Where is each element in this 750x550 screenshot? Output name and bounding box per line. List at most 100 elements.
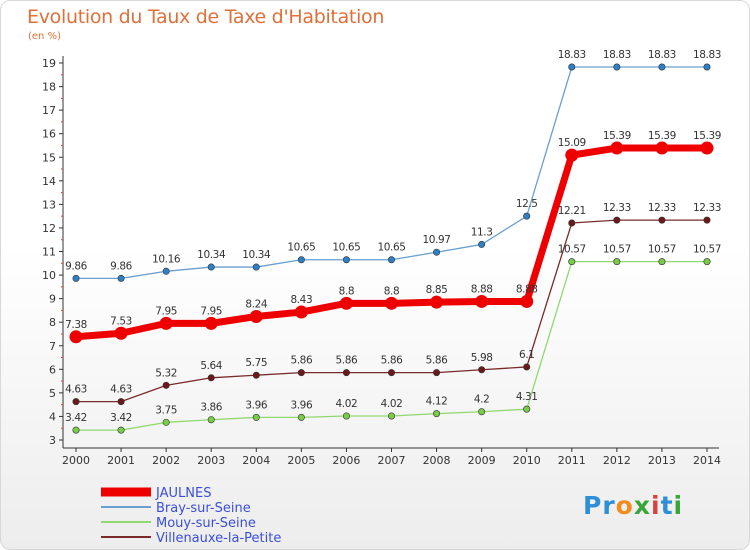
logo-letter: i	[651, 491, 661, 520]
data-label: 5.98	[471, 352, 493, 364]
x-tick-label: 2004	[242, 454, 270, 467]
data-label: 10.57	[648, 244, 676, 256]
data-label: 8.8	[384, 285, 400, 297]
data-point	[568, 219, 576, 227]
data-point	[700, 141, 714, 155]
data-label: 12.21	[558, 205, 586, 217]
data-label: 18.83	[603, 49, 631, 61]
data-point	[252, 371, 260, 379]
x-tick-label: 2013	[648, 454, 676, 467]
data-label: 15.09	[558, 137, 586, 149]
data-label: 6.1	[519, 349, 535, 361]
data-point	[610, 141, 624, 155]
data-point	[478, 408, 486, 416]
data-point	[297, 256, 305, 264]
data-label: 5.64	[200, 360, 222, 372]
chart-title: Evolution du Taux de Taxe d'Habitation	[27, 6, 385, 28]
legend-label: Villenauxe-la-Petite	[156, 531, 281, 546]
x-tick-label: 2005	[287, 454, 315, 467]
data-label: 10.57	[603, 244, 631, 256]
data-label: 10.65	[287, 242, 315, 254]
data-label: 18.83	[558, 49, 586, 61]
data-point	[342, 369, 350, 377]
data-point	[433, 369, 441, 377]
data-label: 10.57	[558, 244, 586, 256]
data-point	[117, 398, 125, 406]
data-point	[162, 267, 170, 275]
legend-label: JAULNES	[155, 486, 211, 501]
data-point	[207, 374, 215, 382]
x-tick-label: 2006	[332, 454, 360, 467]
logo-letter: P	[583, 491, 603, 520]
data-label: 7.38	[65, 319, 87, 331]
data-label: 3.96	[245, 399, 267, 411]
data-label: 8.88	[516, 283, 538, 295]
x-tick-label: 2001	[107, 454, 135, 467]
y-tick-label: 17	[42, 104, 56, 117]
data-label: 4.02	[381, 398, 403, 410]
x-tick-label: 2007	[378, 454, 406, 467]
data-label: 7.53	[110, 315, 132, 327]
data-label: 11.3	[471, 226, 493, 238]
y-tick-label: 9	[49, 293, 56, 306]
data-label: 10.34	[197, 249, 226, 261]
data-point	[565, 148, 579, 162]
y-tick-label: 10	[42, 269, 56, 282]
data-label: 5.86	[290, 355, 312, 367]
data-label: 5.75	[245, 357, 267, 369]
y-tick-label: 3	[49, 434, 56, 447]
data-label: 8.85	[426, 284, 448, 296]
logo-letter: o	[615, 491, 634, 520]
data-label: 7.95	[155, 305, 177, 317]
data-point	[387, 369, 395, 377]
data-point	[297, 369, 305, 377]
data-point	[72, 274, 80, 282]
data-point	[342, 256, 350, 264]
data-point	[387, 412, 395, 420]
data-point	[703, 258, 711, 266]
data-point	[339, 296, 353, 310]
data-label: 4.63	[110, 384, 132, 396]
data-label: 3.96	[290, 399, 312, 411]
x-tick-label: 2010	[513, 454, 541, 467]
data-label: 15.39	[693, 130, 721, 142]
data-label: 4.2	[474, 394, 490, 406]
logo-letter: i	[673, 491, 684, 520]
data-point	[72, 426, 80, 434]
data-point	[385, 296, 398, 310]
data-label: 4.63	[65, 384, 87, 396]
data-point	[613, 63, 621, 71]
data-label: 8.24	[245, 299, 267, 311]
data-point	[430, 295, 444, 309]
data-label: 12.33	[648, 202, 676, 214]
data-point	[162, 418, 170, 426]
x-tick-label: 2000	[62, 454, 90, 467]
data-label: 18.83	[693, 49, 721, 61]
x-tick-label: 2014	[693, 454, 721, 467]
data-label: 4.31	[516, 391, 538, 403]
data-label: 5.32	[155, 367, 177, 379]
data-point	[114, 326, 128, 340]
data-point	[703, 216, 711, 224]
data-point	[475, 294, 489, 308]
y-tick-label: 16	[42, 128, 56, 141]
y-tick-label: 5	[49, 387, 56, 400]
data-point	[658, 63, 666, 71]
data-label: 5.86	[381, 355, 403, 367]
data-point	[478, 240, 486, 248]
y-tick-label: 13	[42, 198, 56, 211]
data-label: 3.42	[110, 412, 132, 424]
data-point	[387, 256, 395, 264]
legend-label: Mouy-sur-Seine	[156, 516, 256, 531]
x-tick-label: 2011	[558, 454, 586, 467]
data-point	[523, 363, 531, 371]
data-point	[478, 366, 486, 374]
y-tick-label: 7	[49, 340, 56, 353]
x-tick-label: 2009	[468, 454, 496, 467]
logo-letter: x	[633, 491, 651, 520]
data-point	[520, 294, 534, 308]
y-tick-label: 6	[49, 363, 56, 376]
data-point	[523, 405, 531, 413]
